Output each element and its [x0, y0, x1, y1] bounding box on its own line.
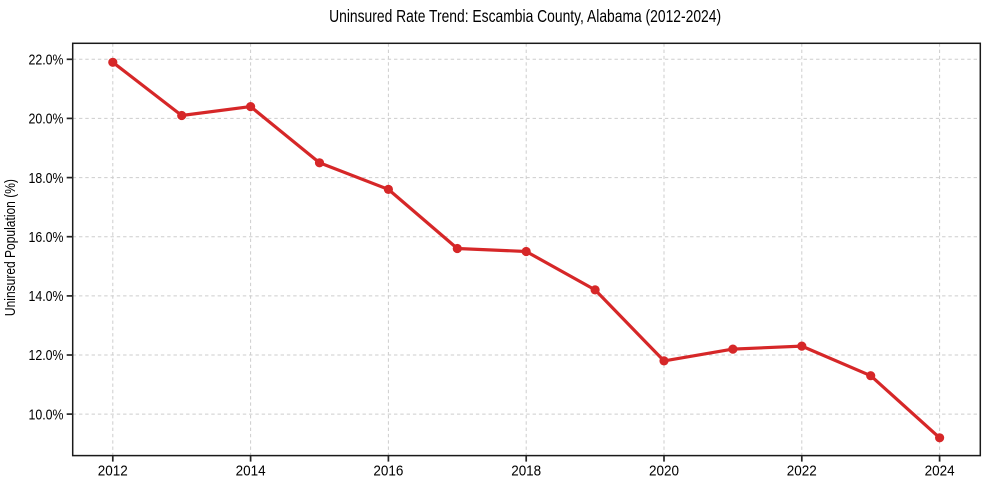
svg-text:12.0%: 12.0% — [29, 348, 64, 364]
svg-text:10.0%: 10.0% — [29, 407, 64, 423]
svg-text:Uninsured Rate Trend: Escambia: Uninsured Rate Trend: Escambia County, A… — [329, 6, 721, 26]
svg-text:2012: 2012 — [98, 464, 128, 480]
svg-text:20.0%: 20.0% — [29, 112, 64, 128]
svg-text:2018: 2018 — [511, 464, 541, 480]
svg-text:2020: 2020 — [649, 464, 679, 480]
svg-text:2016: 2016 — [373, 464, 403, 480]
svg-text:14.0%: 14.0% — [29, 289, 64, 305]
svg-text:16.0%: 16.0% — [29, 230, 64, 246]
svg-text:18.0%: 18.0% — [29, 171, 64, 187]
svg-text:2022: 2022 — [787, 464, 817, 480]
svg-text:Uninsured Population (%): Uninsured Population (%) — [3, 179, 19, 316]
svg-text:22.0%: 22.0% — [29, 53, 64, 69]
svg-text:2024: 2024 — [925, 464, 955, 480]
svg-text:2014: 2014 — [236, 464, 266, 480]
